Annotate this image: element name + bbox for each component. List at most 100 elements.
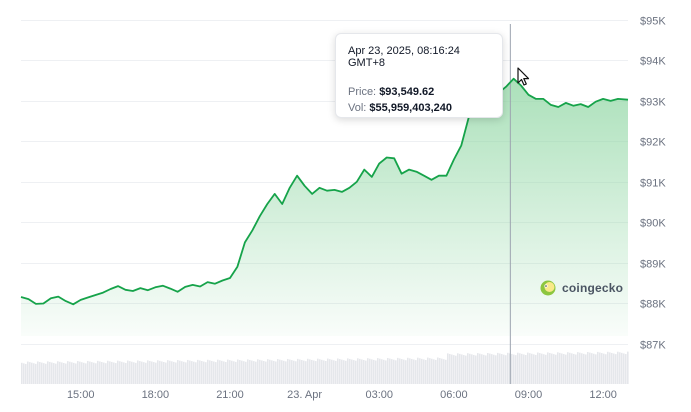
volume-bar — [617, 351, 619, 384]
coingecko-watermark: coingecko — [540, 280, 623, 296]
volume-bar — [565, 354, 567, 384]
volume-bar — [319, 359, 321, 384]
volume-bar — [149, 360, 151, 384]
volume-bar — [343, 360, 345, 384]
volume-bar — [587, 352, 589, 384]
volume-bar — [51, 362, 53, 384]
volume-bar — [603, 353, 605, 384]
volume-bar — [511, 353, 513, 384]
volume-bar — [23, 363, 25, 384]
volume-bar — [537, 352, 539, 384]
y-tick-label: $87K — [640, 340, 666, 352]
volume-bar — [159, 360, 161, 384]
volume-bar — [289, 359, 291, 384]
volume-bar — [567, 352, 569, 384]
volume-bar — [455, 355, 457, 384]
y-tick-label: $92K — [640, 137, 666, 149]
volume-bar — [355, 360, 357, 384]
volume-bar — [161, 361, 163, 384]
volume-bar — [539, 353, 541, 384]
tooltip-vol-label: Vol: — [348, 102, 367, 114]
volume-bar — [407, 357, 409, 384]
volume-bar — [241, 360, 243, 384]
volume-bar — [443, 359, 445, 384]
volume-bar — [265, 361, 267, 384]
volume-bar — [49, 361, 51, 384]
volume-bar — [421, 358, 423, 384]
volume-bar — [337, 358, 339, 384]
volume-bar — [423, 359, 425, 384]
y-tick-label: $93K — [640, 97, 666, 109]
volume-bar — [389, 358, 391, 384]
volume-bar — [125, 362, 127, 384]
volume-bar — [335, 360, 337, 384]
volume-bar — [627, 351, 629, 384]
volume-bar — [239, 360, 241, 384]
volume-bar — [379, 358, 381, 384]
volume-bar — [205, 362, 207, 384]
volume-bar — [559, 352, 561, 384]
volume-bar — [361, 359, 363, 384]
volume-bar — [569, 352, 571, 384]
volume-bar — [181, 361, 183, 384]
volume-bar — [327, 358, 329, 384]
volume-bar — [43, 363, 45, 384]
volume-bar — [163, 361, 165, 384]
volume-bar — [429, 358, 431, 384]
volume-bar — [483, 354, 485, 384]
volume-bar — [171, 361, 173, 384]
volume-bar — [219, 360, 221, 384]
volume-bar — [555, 354, 557, 384]
volume-bar — [365, 360, 367, 384]
volume-bar — [227, 359, 229, 384]
volume-bar — [331, 359, 333, 384]
volume-bar — [151, 361, 153, 384]
volume-bar — [425, 360, 427, 384]
volume-bar — [281, 360, 283, 384]
volume-bar — [133, 362, 135, 384]
volume-bar — [139, 361, 141, 384]
volume-bar — [217, 359, 219, 384]
volume-bar — [309, 359, 311, 384]
volume-bar — [155, 362, 157, 384]
volume-bar — [279, 359, 281, 384]
volume-bar — [467, 353, 469, 384]
volume-bar — [81, 362, 83, 384]
volume-bar — [191, 361, 193, 384]
volume-bar — [349, 358, 351, 384]
volume-bar — [83, 362, 85, 384]
volume-bar — [545, 354, 547, 384]
volume-bar — [21, 362, 23, 384]
volume-bar — [89, 361, 91, 384]
volume-bar — [57, 361, 59, 384]
volume-bar — [237, 359, 239, 384]
volume-bar — [97, 360, 99, 384]
volume-bar — [105, 363, 107, 384]
price-line — [20, 77, 629, 306]
volume-bar — [147, 360, 149, 384]
volume-bar — [293, 360, 295, 384]
volume-bar — [473, 354, 475, 384]
volume-bar — [165, 362, 167, 384]
volume-bar — [321, 359, 323, 384]
volume-bar — [487, 352, 489, 384]
x-tick-label: 23. Apr — [287, 389, 322, 401]
volume-bar — [441, 358, 443, 384]
volume-bar — [411, 358, 413, 384]
volume-bar — [575, 354, 577, 384]
volume-bar — [71, 362, 73, 384]
volume-bar — [369, 358, 371, 384]
volume-bar — [113, 362, 115, 384]
volume-bar — [195, 362, 197, 384]
volume-bar — [533, 354, 535, 384]
volume-bar — [399, 358, 401, 384]
volume-bar — [387, 357, 389, 384]
tooltip-price-value: $93,549.62 — [379, 86, 435, 98]
volume-bar — [591, 353, 593, 384]
volume-bar — [589, 352, 591, 384]
volume-bar — [99, 361, 101, 384]
volume-bar — [499, 353, 501, 384]
volume-bar — [385, 360, 387, 384]
volume-bar — [207, 359, 209, 384]
